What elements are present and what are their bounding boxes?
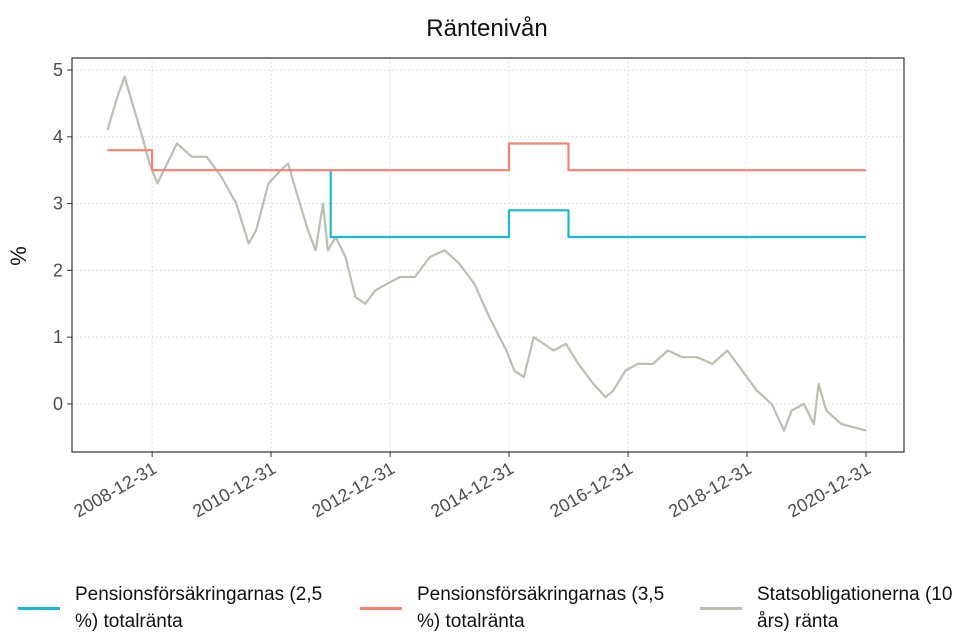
x-tick-label: 2018-12-31 (665, 458, 755, 521)
line (329, 170, 866, 239)
chart-title: Räntenivån (426, 15, 547, 42)
y-tick-label: 3 (53, 194, 63, 214)
x-tick-label: 2020-12-31 (784, 458, 874, 521)
line (107, 142, 866, 172)
plot: Räntenivån % 0 1 2 3 4 5 2008-12-31 2010-12-31 2… (6, 15, 905, 522)
y-tick-label: 0 (53, 394, 63, 414)
line (106, 75, 867, 432)
x-tick-label: 2012-12-31 (308, 458, 398, 521)
y-tick-label: 5 (53, 60, 63, 80)
x-tick-label: 2010-12-31 (189, 458, 279, 521)
legend-label: Statsobligationerna (10 års) ränta (757, 584, 953, 632)
legend-label: Pensionsförsäkringarnas (3,5 %) totalrän… (417, 584, 665, 632)
legend-swatch (18, 607, 60, 610)
legend-swatch (360, 607, 402, 610)
legend-label: Pensionsförsäkringarnas (2,5 %) totalrän… (75, 584, 323, 632)
panel-border (71, 57, 905, 453)
y-tick-label: 1 (53, 327, 63, 347)
y-tick-label: 2 (53, 260, 63, 280)
x-tick-label: 2008-12-31 (70, 458, 160, 521)
panel (72, 58, 904, 452)
x-tick-label: 2014-12-31 (427, 458, 517, 521)
legend-swatch (700, 607, 742, 610)
x-tick-label: 2016-12-31 (546, 458, 636, 521)
y-axis-label: % (6, 246, 31, 266)
y-tick-label: 4 (53, 127, 63, 147)
